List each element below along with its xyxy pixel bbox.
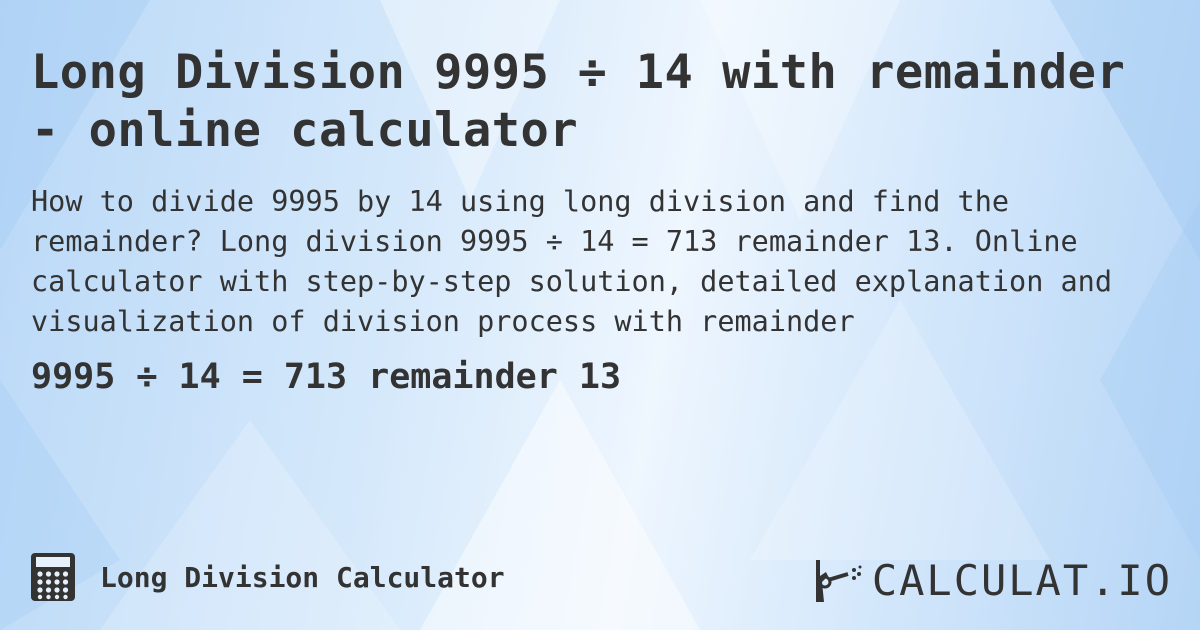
brand-logo: CALCULAT.IO [812, 556, 1172, 605]
result: 9995 ÷ 14 = 713 remainder 13 [31, 357, 622, 397]
calculator-icon [31, 553, 75, 601]
calculator-link: Long Division Calculator [30, 552, 505, 602]
brand-name: CALCULAT.IO [871, 556, 1172, 605]
page-title: Long Division 9995 ÷ 14 with remainder -… [31, 45, 1126, 158]
description: How to divide 9995 by 14 using long divi… [31, 185, 1112, 338]
calculator-name: Long Division Calculator [100, 560, 505, 594]
hand-wand-icon [815, 559, 862, 602]
